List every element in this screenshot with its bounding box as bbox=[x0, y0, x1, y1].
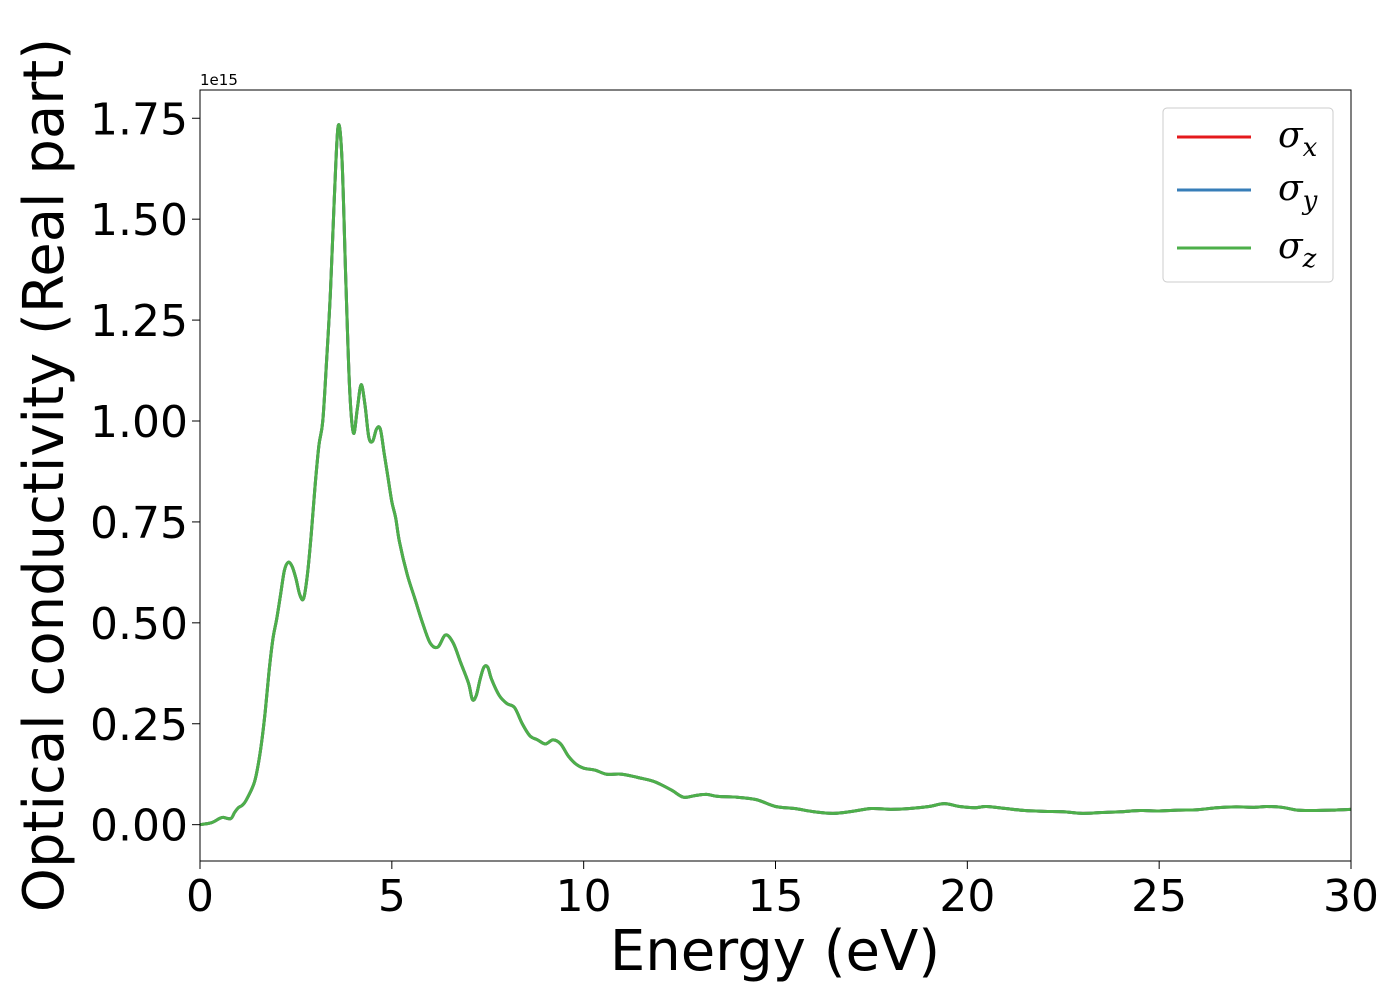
y-tick-label: 0.75 bbox=[90, 498, 188, 549]
x-tick-label: 5 bbox=[378, 871, 406, 922]
x-axis-title: Energy (eV) bbox=[610, 919, 940, 984]
y-offset-label: 1e15 bbox=[200, 71, 238, 89]
plot-area bbox=[200, 90, 1351, 861]
x-tick-label: 10 bbox=[556, 871, 612, 922]
x-tick-label: 25 bbox=[1131, 871, 1187, 922]
legend-subscript: y bbox=[1302, 186, 1318, 216]
y-axis: 0.00 0.25 0.50 0.75 1.00 1.25 1.50 1.75 bbox=[90, 94, 200, 852]
series-line-sigma-z bbox=[199, 123, 1352, 827]
legend-subscript: x bbox=[1303, 133, 1318, 163]
series-group bbox=[199, 123, 1352, 827]
y-tick-label: 1.50 bbox=[90, 195, 188, 246]
y-tick-label: 1.00 bbox=[90, 397, 188, 448]
x-axis: 0 5 10 15 20 25 30 bbox=[186, 861, 1379, 922]
legend-label-sigma-y: σy bbox=[1278, 168, 1318, 216]
y-tick-label: 1.25 bbox=[90, 296, 188, 347]
legend-subscript: z bbox=[1302, 244, 1317, 274]
x-tick-label: 30 bbox=[1323, 871, 1379, 922]
y-tick-label: 0.50 bbox=[90, 599, 188, 650]
y-tick-label: 0.25 bbox=[90, 700, 188, 751]
x-tick-label: 15 bbox=[748, 871, 804, 922]
y-tick-label: 1.75 bbox=[90, 94, 188, 145]
x-tick-label: 20 bbox=[939, 871, 995, 922]
legend-box bbox=[1162, 107, 1334, 283]
y-tick-label: 0.00 bbox=[90, 801, 188, 852]
y-axis-title: Optical conductivity (Real part) bbox=[12, 38, 77, 912]
x-tick-label: 0 bbox=[186, 871, 214, 922]
